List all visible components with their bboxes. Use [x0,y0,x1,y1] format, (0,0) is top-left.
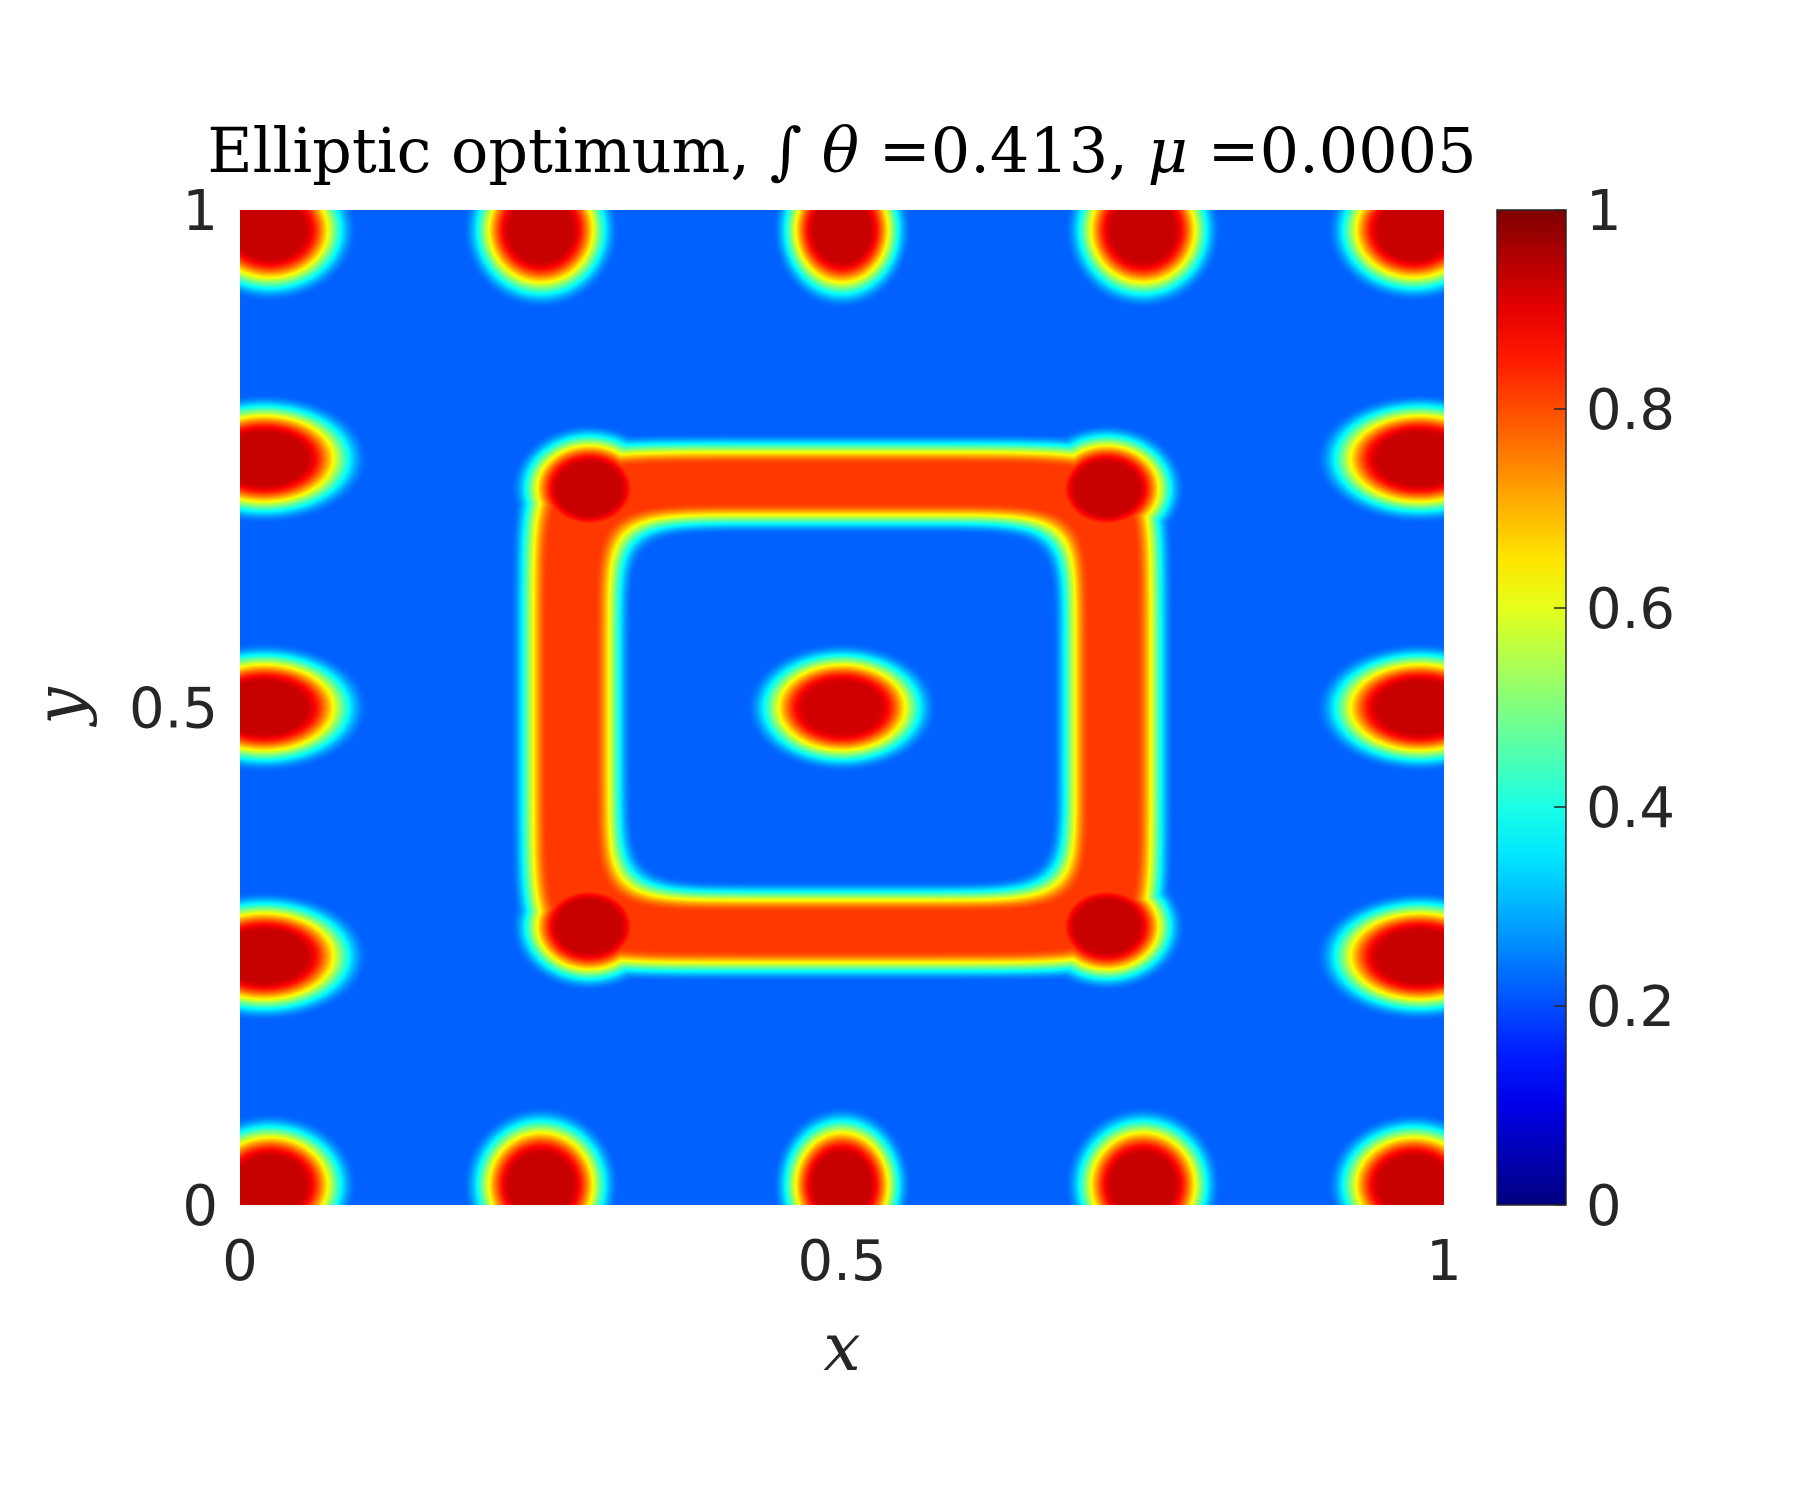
chart-title: Elliptic optimum, ∫ θ =0.413, μ =0.0005 [207,114,1476,187]
heatmap-plot-area [240,210,1444,1205]
x-axis-ticks: 0 0.5 1 [222,1229,1462,1294]
colorbar-tick-label: 0.4 [1586,776,1675,841]
y-tick-label: 1 [182,179,218,244]
heatmap-canvas [240,210,1444,1205]
title-integral-sign: ∫ [770,114,802,187]
colorbar-tick-label: 0.8 [1586,378,1675,443]
colorbar-tick-label: 0.6 [1586,577,1675,642]
x-tick-label: 1 [1426,1229,1462,1294]
x-axis-label: x [823,1309,860,1386]
y-tick-label: 0.5 [129,677,218,742]
colorbar [1496,209,1567,1206]
title-mu-value: =0.0005 [1188,114,1477,187]
colorbar-tick-label: 0.2 [1586,975,1675,1040]
colorbar-tick-label: 1 [1586,179,1622,244]
y-axis-label: y [21,687,98,728]
x-tick-label: 0.5 [797,1229,886,1294]
title-theta-value: =0.413, [859,114,1148,187]
colorbar-tick-label: 0 [1586,1174,1622,1239]
y-tick-label: 0 [182,1174,218,1239]
title-mu-symbol: μ [1148,114,1188,187]
title-theta-symbol: θ [822,114,859,187]
y-axis-ticks: 00.51 [129,179,218,1239]
colorbar-ticks: 0 0.2 0.4 0.6 0.8 1 [1554,179,1675,1239]
title-prefix: Elliptic optimum, [207,114,769,187]
x-tick-label: 0 [222,1229,258,1294]
